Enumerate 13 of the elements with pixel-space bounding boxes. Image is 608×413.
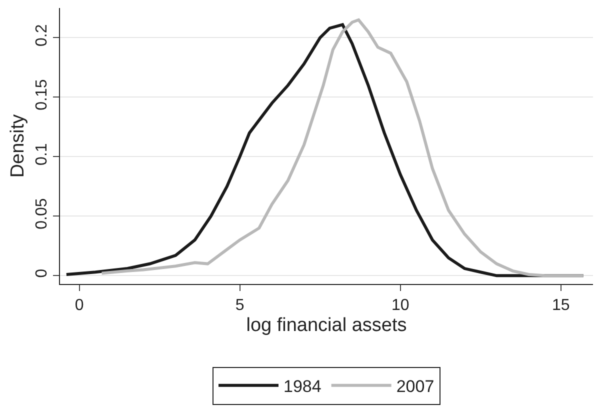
y-axis-title: Density (7, 114, 28, 178)
legend-label: 2007 (396, 376, 434, 396)
x-tick-label: 15 (552, 297, 570, 314)
legend-label: 1984 (284, 376, 322, 396)
y-tick-label: 0 (34, 268, 51, 278)
y-tick-label: 0.05 (34, 198, 51, 230)
y-tick-label: 0.1 (34, 143, 51, 166)
x-tick-label: 0 (74, 297, 84, 314)
y-tick-label: 0.15 (34, 79, 51, 110)
x-tick-label: 5 (235, 297, 244, 314)
x-tick-label: 10 (391, 297, 410, 314)
y-tick-label: 0.2 (34, 24, 51, 46)
x-axis-title: log financial assets (246, 315, 407, 336)
